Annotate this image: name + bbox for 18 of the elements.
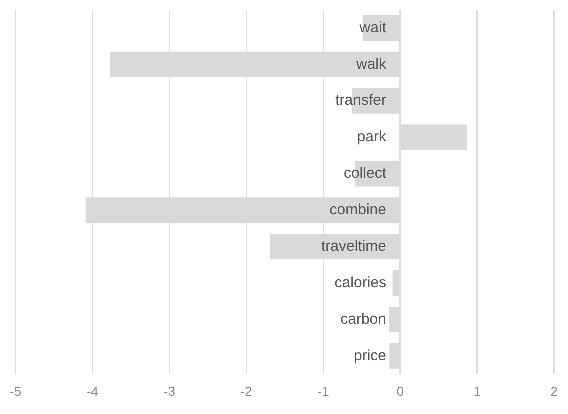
x-tick-label: 1 [474, 384, 482, 399]
y-tick-label: wait [358, 19, 388, 36]
x-tick-label: 0 [396, 384, 404, 399]
y-tick-label: walk [355, 56, 387, 73]
x-tick-label: -2 [240, 384, 252, 399]
x-tick-label: -3 [164, 384, 176, 399]
y-tick-label: combine [330, 202, 386, 219]
x-tick-label: -4 [86, 384, 99, 399]
x-tick-label: 2 [550, 384, 558, 399]
y-tick-label: transfer [336, 92, 386, 110]
y-tick-label: price [354, 347, 386, 364]
y-tick-label: calories [334, 274, 386, 292]
y-tick-label: collect [344, 165, 388, 182]
x-tick-label: -1 [318, 384, 330, 399]
y-tick-label: carbon [340, 310, 386, 328]
x-tick-label: -5 [10, 384, 22, 399]
y-tick-label: traveltime [321, 238, 386, 255]
y-tick-label: park [357, 128, 387, 146]
